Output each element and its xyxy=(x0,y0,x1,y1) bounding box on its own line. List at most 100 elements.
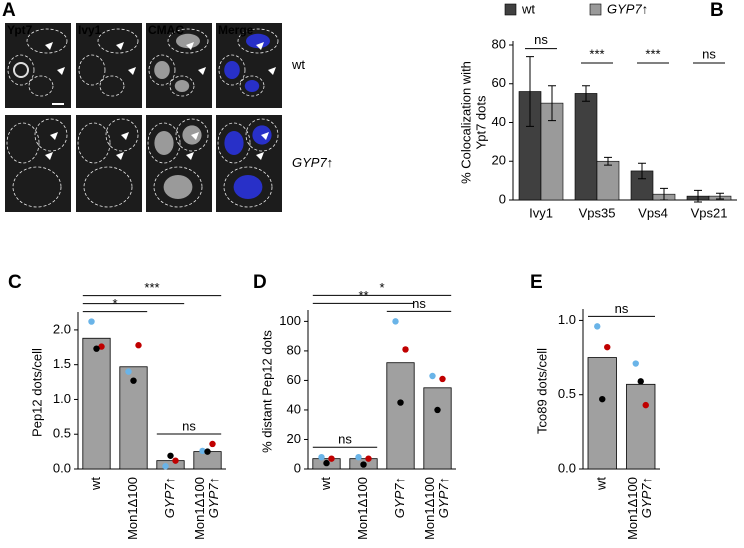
error-bar xyxy=(638,162,646,180)
significance-label: *** xyxy=(589,46,604,61)
arrowhead xyxy=(57,67,65,75)
x-tick-label: Vps21 xyxy=(691,205,728,220)
arrowhead xyxy=(45,152,53,160)
replicate-dot xyxy=(318,453,325,461)
y-axis-label: % Colocalization with xyxy=(458,61,473,184)
replicate-dot xyxy=(642,401,649,409)
vacuole xyxy=(246,33,270,49)
cell-outline xyxy=(148,54,176,86)
cell-outline xyxy=(99,75,125,97)
cell-outline xyxy=(237,28,279,54)
channel-label: CMAC xyxy=(148,23,184,37)
replicate-dot xyxy=(162,463,169,470)
cell-outline xyxy=(167,28,209,54)
x-tick-label: GYP7↑ xyxy=(639,477,654,518)
row-label: GYP7↑ xyxy=(292,155,333,170)
x-tick-label: Vps4 xyxy=(638,205,668,220)
arrowhead xyxy=(45,42,53,50)
replicate-dot xyxy=(439,375,446,383)
arrowhead xyxy=(256,152,264,160)
cell-outline xyxy=(77,122,111,164)
x-tick-label: GYP7↑ xyxy=(436,477,451,518)
replicate-dot xyxy=(323,459,330,467)
replicate-dot xyxy=(328,455,335,462)
comparison-label: ns xyxy=(412,296,426,311)
cell-outline xyxy=(217,122,251,164)
error-bar xyxy=(604,156,612,166)
y-tick-label: 2.0 xyxy=(53,321,71,336)
replicate-dot xyxy=(599,395,606,403)
cell-outline xyxy=(7,54,35,86)
replicate-dot xyxy=(604,343,611,351)
ring xyxy=(13,62,29,78)
replicate-dot xyxy=(209,440,216,448)
replicate-dot xyxy=(392,318,399,325)
x-tick-label: GYP7↑ xyxy=(162,477,177,518)
replicate-dot xyxy=(632,360,639,367)
y-tick-label: 0.5 xyxy=(53,426,71,441)
row-label: wt xyxy=(291,57,305,72)
arrowhead xyxy=(256,42,264,50)
replicate-dot xyxy=(429,372,436,380)
cell-outline xyxy=(153,166,203,208)
vacuole xyxy=(174,80,190,92)
replicate-dot xyxy=(130,377,137,384)
cell-outline xyxy=(239,75,265,97)
cell-outline xyxy=(147,122,181,164)
bar xyxy=(596,160,620,201)
legend-label: GYP7↑ xyxy=(607,1,648,16)
replicate-dot xyxy=(172,457,179,464)
x-tick-label: GYP7↑ xyxy=(206,477,221,518)
x-tick-label: Mon1Δ100 xyxy=(625,477,640,540)
panel-label: A xyxy=(2,0,16,21)
replicate-dot xyxy=(637,378,644,385)
bar xyxy=(156,460,185,470)
replicate-dot xyxy=(355,453,362,461)
vacuole xyxy=(244,80,260,92)
replicate-dot xyxy=(434,406,441,414)
y-tick-label: 60 xyxy=(287,372,301,387)
cell-outline xyxy=(105,118,139,152)
y-tick-label: 1.0 xyxy=(53,391,71,406)
error-bar xyxy=(716,192,724,200)
cell-outline xyxy=(175,118,209,152)
arrowhead xyxy=(261,132,269,140)
cell-outline xyxy=(169,75,195,97)
micrograph xyxy=(76,23,142,108)
comparison-label: * xyxy=(379,280,384,295)
cell-outline xyxy=(78,54,106,86)
x-tick-label: Mon1Δ100 xyxy=(192,477,207,540)
replicate-dot xyxy=(135,342,142,349)
y-tick-label: 0 xyxy=(294,460,301,475)
y-tick-label: 20 xyxy=(492,153,506,168)
replicate-dot xyxy=(88,318,95,325)
channel-label: Ivy1 xyxy=(78,23,102,37)
y-tick-label: 0.5 xyxy=(558,386,576,401)
micrograph xyxy=(76,115,142,212)
cell-outline xyxy=(223,166,273,208)
replicate-dot xyxy=(360,461,367,468)
vacuole xyxy=(233,175,263,199)
vacuole xyxy=(224,61,240,79)
replicate-dot xyxy=(167,452,174,459)
significance-label: ns xyxy=(702,46,716,61)
y-axis-label: % distant Pep12 dots xyxy=(259,330,274,453)
y-tick-label: 60 xyxy=(492,75,506,90)
error-bar xyxy=(582,85,590,102)
bar xyxy=(386,362,415,470)
micrograph xyxy=(5,115,71,212)
y-tick-label: 1.5 xyxy=(53,356,71,371)
error-bar xyxy=(660,187,668,201)
y-tick-label: 40 xyxy=(287,401,301,416)
y-tick-label: 80 xyxy=(492,36,506,51)
legend-swatch xyxy=(589,3,602,16)
arrowhead xyxy=(268,67,276,75)
comparison-label: ns xyxy=(338,432,352,447)
vacuole xyxy=(154,131,174,155)
channel-label: Ypt7 xyxy=(7,23,33,37)
panel-label: E xyxy=(530,272,543,293)
error-bar xyxy=(694,189,702,203)
x-tick-label: GYP7↑ xyxy=(392,477,407,518)
comparison-label: *** xyxy=(144,280,159,295)
error-bar xyxy=(548,85,556,122)
